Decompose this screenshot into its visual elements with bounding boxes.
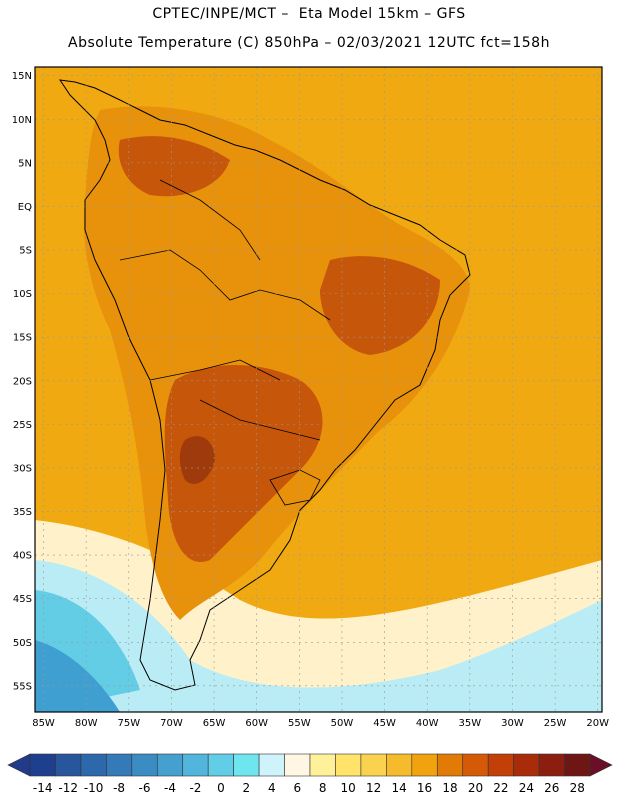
colorbar-label: 24 <box>519 781 534 795</box>
colorbar-swatch <box>538 753 565 777</box>
latitude-label: 20S <box>13 376 32 387</box>
colorbar-swatch <box>258 753 285 777</box>
latitude-label: 10N <box>12 115 32 126</box>
colorbar-label: 14 <box>391 781 406 795</box>
longitude-label: 75W <box>117 718 140 729</box>
longitude-label: 85W <box>32 718 55 729</box>
colorbar-over-arrow <box>589 753 613 777</box>
map-title-line-2: Absolute Temperature (C) 850hPa – 02/03/… <box>68 35 550 51</box>
colorbar-swatch <box>487 753 514 777</box>
colder-temperature-band <box>35 640 120 712</box>
colorbar-swatch <box>309 753 336 777</box>
colorbar-swatch <box>131 753 158 777</box>
country-border <box>199 399 321 441</box>
colorbar-label: 16 <box>417 781 432 795</box>
colorbar-swatch <box>386 753 413 777</box>
longitude-label: 25W <box>544 718 567 729</box>
country-border <box>159 179 261 261</box>
colorbar-label: -4 <box>164 781 176 795</box>
longitude-label: 50W <box>331 718 354 729</box>
colorbar-swatch <box>207 753 234 777</box>
colorbar-swatch <box>513 753 540 777</box>
country-border <box>149 359 281 381</box>
colorbar-swatch <box>335 753 362 777</box>
longitude-label: 45W <box>373 718 396 729</box>
longitude-axis-labels: 85W 80W 75W 70W 65W 60W 55W 50W 45W 40W 35W 30W 25W 2… <box>32 718 609 729</box>
colorbar-swatch <box>182 753 209 777</box>
longitude-label: 55W <box>288 718 311 729</box>
colorbar-label: 8 <box>319 781 327 795</box>
colorbar-label: -14 <box>33 781 53 795</box>
colorbar-label: 6 <box>293 781 301 795</box>
longitude-label: 35W <box>459 718 482 729</box>
colorbar-label: -8 <box>113 781 125 795</box>
colorbar-label: -12 <box>58 781 78 795</box>
colorbar-label: 12 <box>366 781 381 795</box>
latitude-label: 5S <box>19 246 32 257</box>
temperature-field <box>35 67 602 712</box>
longitude-label: 30W <box>501 718 524 729</box>
colorbar-label: -10 <box>84 781 104 795</box>
latitude-label: 25S <box>13 420 32 431</box>
colorbar-label: -6 <box>139 781 151 795</box>
colorbar-swatch <box>106 753 133 777</box>
colorbar-label: 4 <box>268 781 276 795</box>
plot-frame <box>34 66 603 713</box>
colorbar-swatch <box>29 753 56 777</box>
colorbar-swatch <box>156 753 184 777</box>
colorbar-swatch <box>360 753 387 777</box>
longitude-label: 65W <box>203 718 226 729</box>
latitude-label: 5N <box>18 158 32 169</box>
colorbar-swatch <box>411 753 438 777</box>
longitude-label: 60W <box>245 718 268 729</box>
latitude-label: 50S <box>13 638 32 649</box>
lat-lon-grid <box>35 67 602 712</box>
temperature-colorbar: -14 -12 -10 -8 -6 -4 -2 0 2 4 6 8 10 12 14 16 18 20 22 24 26… <box>7 753 613 795</box>
colorbar-under-arrow <box>7 753 31 777</box>
colorbar-label: 26 <box>544 781 559 795</box>
northwest-hot-area <box>118 136 230 197</box>
latitude-label: 10S <box>13 289 32 300</box>
cool-temperature-band <box>35 560 602 712</box>
country-border <box>119 249 331 321</box>
colorbar-label: 20 <box>468 781 483 795</box>
latitude-label: 15N <box>12 71 32 82</box>
latitude-label: 45S <box>13 594 32 605</box>
colorbar-label: 2 <box>243 781 251 795</box>
colorbar-swatch <box>564 753 591 777</box>
colorbar-swatch <box>55 753 82 777</box>
colorbar-label: 22 <box>493 781 508 795</box>
colorbar-swatch <box>233 753 260 777</box>
colorbar-label: 0 <box>217 781 225 795</box>
colorbar-label: 10 <box>341 781 356 795</box>
uruguay-border <box>269 469 321 506</box>
longitude-label: 80W <box>75 718 98 729</box>
longitude-label: 40W <box>416 718 439 729</box>
latitude-label: 15S <box>13 333 32 344</box>
peak-temperature-spot <box>179 436 215 484</box>
latitude-label: EQ <box>18 202 32 213</box>
northeast-hot-area <box>320 256 440 355</box>
longitude-label: 20W <box>586 718 609 729</box>
longitude-label: 70W <box>160 718 183 729</box>
colorbar-swatch <box>436 753 464 777</box>
latitude-label: 35S <box>13 507 32 518</box>
colorbar-swatch <box>462 753 489 777</box>
latitude-label: 40S <box>13 551 32 562</box>
hot-temperature-core <box>164 365 323 562</box>
colorbar-label: 18 <box>442 781 457 795</box>
colorbar-swatch <box>284 753 311 777</box>
latitude-label: 55S <box>13 681 32 692</box>
colorbar-swatch <box>80 753 107 777</box>
latitude-axis-labels: 15N 10N 5N EQ 5S 10S 15S 20S 25S 30S 35S 40S 45S 50S 5… <box>12 71 32 692</box>
colorbar-label: 28 <box>570 781 585 795</box>
colorbar-label: -2 <box>189 781 201 795</box>
latitude-label: 30S <box>13 463 32 474</box>
map-title-line-1: CPTEC/INPE/MCT – Eta Model 15km – GFS <box>152 6 466 22</box>
